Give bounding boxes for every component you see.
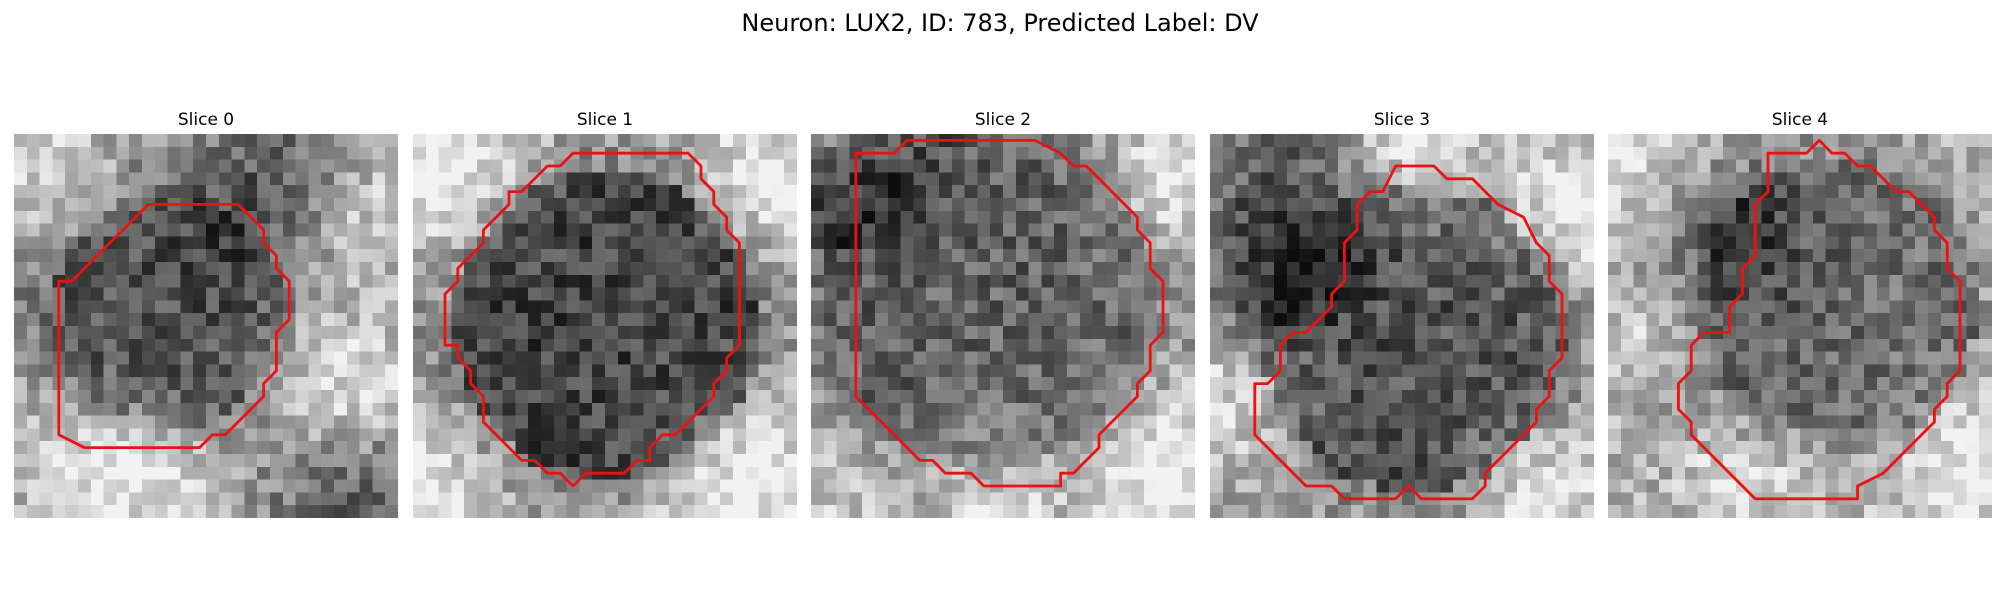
slice-panels: Slice 0 Slice 1 Slice 2 Slice 3 Slice 4 bbox=[0, 108, 2000, 528]
neuron-contour bbox=[443, 151, 741, 488]
slice-image-3 bbox=[1210, 134, 1594, 518]
pixel-grid bbox=[1210, 134, 1594, 518]
slice-title-2: Slice 2 bbox=[974, 110, 1032, 130]
pixel-grid bbox=[413, 134, 797, 518]
neuron-contour bbox=[854, 138, 1165, 488]
neuron-contour bbox=[1676, 138, 1962, 501]
neuron-contour bbox=[57, 202, 291, 450]
figure-title: Neuron: LUX2, ID: 783, Predicted Label: … bbox=[741, 9, 1259, 37]
slice-title-4: Slice 4 bbox=[1771, 110, 1829, 130]
neuron-contour bbox=[1253, 164, 1564, 501]
slice-title-3: Slice 3 bbox=[1373, 110, 1431, 130]
slice-image-2 bbox=[811, 134, 1195, 518]
pixel-grid bbox=[14, 134, 398, 518]
slice-image-1 bbox=[413, 134, 797, 518]
slice-image-0 bbox=[14, 134, 398, 518]
pixel-grid bbox=[1608, 134, 1992, 518]
slice-image-4 bbox=[1608, 134, 1992, 518]
pixel-grid bbox=[811, 134, 1195, 518]
slice-title-1: Slice 1 bbox=[576, 110, 634, 130]
slice-title-0: Slice 0 bbox=[177, 110, 235, 130]
